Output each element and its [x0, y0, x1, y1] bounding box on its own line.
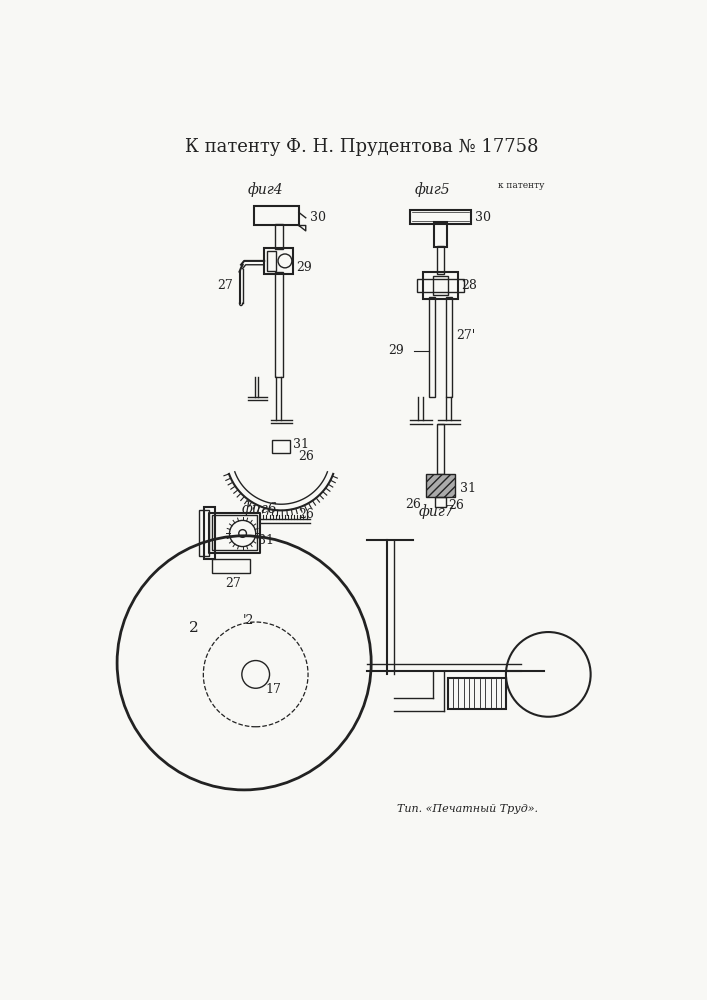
Text: 28: 28: [461, 279, 477, 292]
Text: фиг7: фиг7: [419, 504, 455, 519]
Bar: [429, 297, 435, 397]
Text: '2: '2: [243, 614, 254, 627]
Text: фиг5: фиг5: [415, 182, 450, 197]
Bar: [438, 424, 443, 474]
Text: к патенту: к патенту: [498, 181, 544, 190]
Bar: [416, 279, 464, 292]
Bar: [267, 251, 276, 271]
Text: 27: 27: [225, 577, 240, 590]
Bar: [426, 474, 455, 497]
Text: фиг6: фиг6: [242, 501, 277, 516]
Text: 2: 2: [189, 621, 199, 635]
Bar: [433, 276, 448, 295]
Text: 27': 27': [456, 329, 475, 342]
Bar: [275, 224, 283, 249]
Text: 31: 31: [293, 438, 310, 451]
Bar: [212, 515, 257, 550]
Bar: [448, 678, 506, 709]
Text: 29: 29: [296, 261, 312, 274]
Text: 30: 30: [475, 211, 491, 224]
Bar: [435, 497, 446, 507]
Bar: [272, 440, 291, 453]
Bar: [254, 206, 299, 225]
Bar: [199, 510, 209, 556]
Text: 29: 29: [389, 344, 404, 358]
Bar: [264, 248, 293, 274]
Text: 27: 27: [217, 279, 233, 292]
Bar: [212, 559, 250, 573]
Bar: [204, 507, 215, 559]
Bar: [409, 210, 472, 224]
Text: 26: 26: [448, 499, 464, 512]
Text: 31: 31: [460, 482, 476, 495]
Text: 26: 26: [405, 498, 421, 512]
Text: 26: 26: [298, 508, 314, 521]
Text: фиг4: фиг4: [248, 182, 284, 197]
Bar: [209, 513, 259, 553]
Text: 31: 31: [258, 534, 274, 547]
Bar: [434, 222, 447, 247]
Bar: [446, 297, 452, 397]
Text: 17: 17: [266, 683, 281, 696]
Text: К патенту Ф. Н. Прудентова № 17758: К патенту Ф. Н. Прудентова № 17758: [185, 138, 539, 156]
Text: Тип. «Печатный Труд».: Тип. «Печатный Труд».: [397, 804, 538, 814]
Bar: [275, 272, 283, 377]
Text: 30: 30: [310, 211, 326, 224]
Bar: [438, 246, 443, 274]
Bar: [423, 272, 458, 299]
Text: 26: 26: [298, 450, 314, 463]
